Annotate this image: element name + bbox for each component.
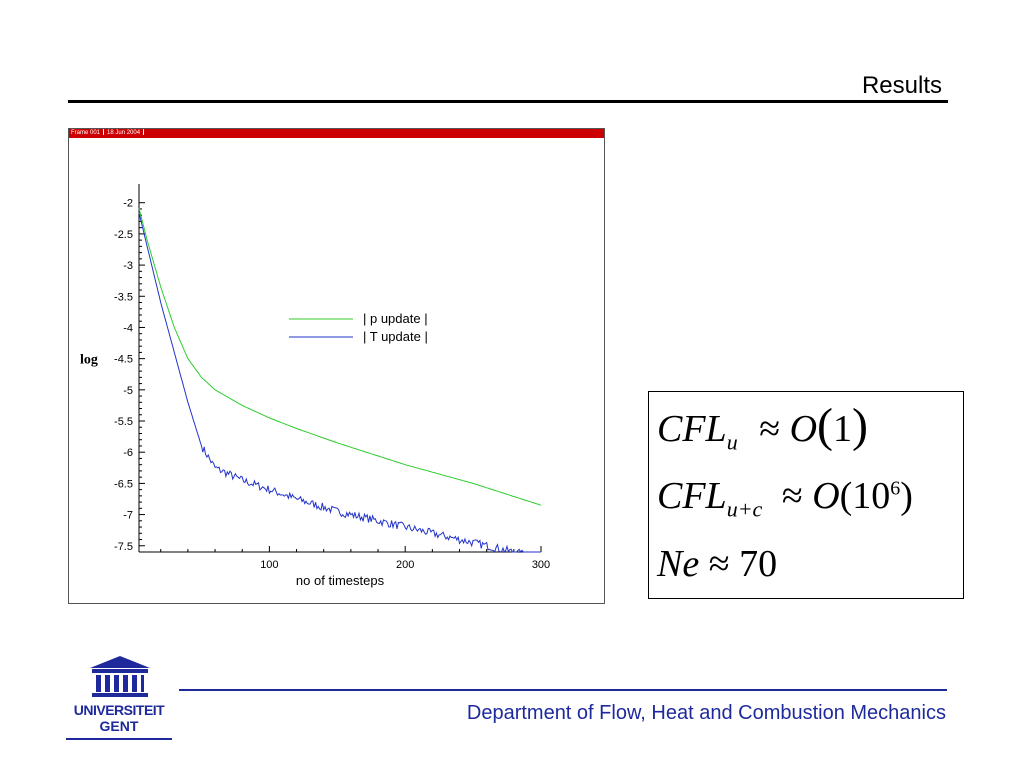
y-tick-label: -7.5 [114, 541, 133, 553]
logo-line2: GENT [99, 718, 139, 734]
formula-cfl-uc: CFLu+c ≈ O(106) [657, 475, 913, 522]
y-tick-label: -3.5 [114, 291, 133, 303]
y-tick-label: -4 [123, 322, 133, 334]
series-line-t-update [138, 212, 541, 553]
residual-chart: -2 -2.5 -3 -3.5 -4 -4.5 -5 -5.5 -6 -6.5 -7 -7.5 100 2… [80, 184, 550, 588]
y-tick-label: -6 [123, 447, 133, 459]
footer-rule [179, 689, 947, 691]
temple-icon [90, 656, 150, 697]
y-axis-label: log [80, 353, 98, 368]
legend-label: | p update | [363, 311, 428, 326]
university-logo: UNIVERSITEIT GENT [66, 654, 174, 740]
y-tick-label: -3 [123, 260, 133, 272]
y-tick-label: -5 [123, 385, 133, 397]
y-tick-label: -6.5 [114, 478, 133, 490]
frame-date: 18 Jun 2004 [107, 130, 141, 136]
x-axis-label: no of timesteps [296, 573, 385, 588]
y-tick-label: -2 [123, 198, 133, 210]
formula-ne: Ne ≈ 70 [657, 543, 778, 585]
frame-header: Frame 001 18 Jun 2004 [69, 129, 604, 138]
y-tick-label: -2.5 [114, 229, 133, 241]
legend-label: | T update | [363, 329, 428, 344]
x-tick-label: 100 [260, 559, 278, 571]
title-rule [68, 100, 948, 103]
formula-cfl-u: CFLu ≈ O(1) [657, 399, 868, 455]
formula-box: CFLu ≈ O(1) CFLu+c ≈ O(106) Ne ≈ 70 [648, 391, 964, 599]
y-tick-label: -5.5 [114, 416, 133, 428]
slide-title: Results [861, 72, 942, 99]
x-tick-label: 200 [396, 559, 414, 571]
logo-rule [66, 738, 172, 740]
logo-line1: UNIVERSITEIT [73, 702, 165, 718]
x-tick-label: 300 [532, 559, 550, 571]
footer-department: Department of Flow, Heat and Combustion … [466, 702, 946, 724]
frame-label: Frame 001 [71, 130, 101, 136]
series-line-p-update [138, 208, 542, 506]
y-tick-label: -7 [123, 510, 133, 522]
y-tick-label: -4.5 [114, 354, 133, 366]
plot-frame: Frame 001 18 Jun 2004 -2 -2.5 -3 -3.5 -4 -4.5-… [68, 128, 605, 604]
